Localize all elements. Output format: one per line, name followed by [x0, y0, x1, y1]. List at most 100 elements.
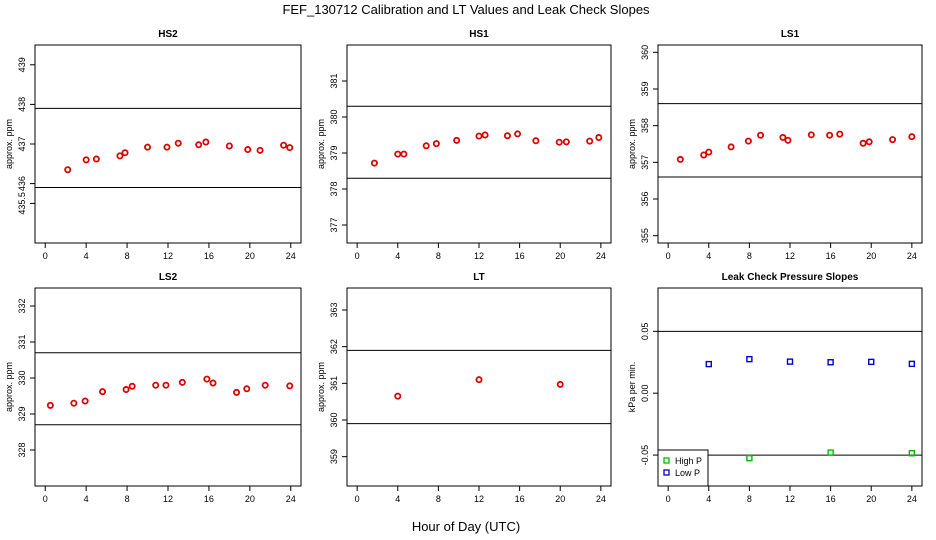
y-tick-label: 379	[329, 145, 339, 160]
data-point	[121, 149, 129, 157]
y-tick-label: 362	[329, 339, 339, 354]
y-tick-label: 329	[17, 406, 27, 421]
data-point	[152, 381, 160, 389]
x-tick-label: 24	[286, 494, 296, 504]
data-point	[827, 449, 834, 456]
y-axis-label: approx. ppm	[627, 119, 637, 169]
data-point	[256, 146, 264, 154]
x-tick-label: 24	[596, 494, 606, 504]
data-point	[116, 152, 124, 160]
x-tick-label: 8	[747, 251, 752, 261]
y-tick-label: 355	[640, 228, 650, 243]
data-point	[64, 166, 72, 174]
y-tick-label: 0.00	[640, 384, 650, 402]
data-point	[475, 132, 483, 140]
x-tick-label: 16	[515, 494, 525, 504]
y-tick-label: 358	[640, 118, 650, 133]
panel-title: Leak Check Pressure Slopes	[722, 272, 859, 283]
y-tick-label: 436	[17, 176, 27, 191]
data-point	[727, 143, 735, 151]
data-point	[705, 148, 713, 156]
data-point	[162, 381, 170, 389]
data-point	[865, 138, 873, 146]
data-point	[144, 143, 152, 151]
x-tick-label: 12	[474, 251, 484, 261]
x-tick-label: 16	[204, 251, 214, 261]
panel-title: LS1	[781, 29, 800, 40]
y-tick-label: -0.05	[640, 445, 650, 466]
x-tick-label: 20	[866, 251, 876, 261]
data-point	[70, 399, 78, 407]
data-point	[827, 359, 834, 366]
panel-1: HS1 0 4 8 12 16 20 24 377 378 379 380 381 approx. ppm	[316, 29, 612, 261]
x-tick-label: 8	[747, 494, 752, 504]
y-tick-label: 359	[329, 449, 339, 464]
y-tick-label: 359	[640, 81, 650, 96]
x-tick-label: 20	[555, 494, 565, 504]
data-point	[286, 382, 294, 390]
y-tick-label: 435.5	[17, 192, 27, 215]
data-point	[422, 142, 430, 150]
y-tick-label: 361	[329, 376, 339, 391]
data-point	[779, 133, 787, 141]
main-title: FEF_130712 Calibration and LT Values and…	[282, 2, 650, 17]
data-point	[163, 143, 171, 151]
panel-title: HS2	[158, 29, 178, 40]
y-tick-label: 381	[329, 73, 339, 88]
y-tick-label: 377	[329, 217, 339, 232]
data-point	[122, 386, 130, 394]
x-tick-label: 0	[43, 251, 48, 261]
x-tick-label: 12	[474, 494, 484, 504]
data-point	[908, 133, 916, 141]
data-point	[243, 385, 251, 393]
plot-frame	[346, 44, 612, 244]
x-tick-label: 20	[866, 494, 876, 504]
legend-label: High P	[675, 456, 702, 466]
data-point	[786, 358, 794, 365]
data-point	[453, 136, 461, 144]
data-point	[475, 376, 483, 384]
panel-title: LT	[473, 272, 484, 283]
x-tick-label: 16	[826, 251, 836, 261]
data-point	[676, 155, 684, 163]
plot-frame	[657, 44, 923, 244]
y-tick-label: 332	[17, 298, 27, 313]
y-tick-label: 356	[640, 191, 650, 206]
panel-2: LS1 0 4 8 12 16 20 24 355 356 357 358 359 360 approx. …	[627, 29, 923, 261]
data-point	[784, 136, 792, 144]
data-point	[705, 360, 712, 368]
data-point	[481, 131, 489, 139]
data-point	[174, 139, 182, 147]
data-point	[532, 137, 540, 145]
x-tick-label: 8	[125, 494, 130, 504]
data-point	[370, 159, 378, 167]
x-tick-label: 12	[163, 494, 173, 504]
x-tick-label: 16	[515, 251, 525, 261]
data-point	[889, 136, 897, 144]
data-point	[555, 138, 563, 146]
y-tick-label: 380	[329, 109, 339, 124]
panel-title: HS1	[469, 29, 489, 40]
x-tick-label: 24	[596, 251, 606, 261]
data-point	[46, 401, 54, 409]
x-tick-label: 0	[666, 251, 671, 261]
data-point	[562, 138, 570, 146]
data-point	[82, 156, 90, 164]
data-point	[244, 146, 252, 154]
x-tick-label: 4	[84, 251, 89, 261]
x-axis-label: Hour of Day (UTC)	[412, 519, 520, 534]
x-tick-label: 20	[555, 251, 565, 261]
y-tick-label: 331	[17, 334, 27, 349]
data-point	[868, 358, 875, 366]
data-point	[859, 139, 867, 147]
data-point	[225, 142, 233, 150]
x-tick-label: 0	[43, 494, 48, 504]
x-tick-label: 0	[666, 494, 671, 504]
x-tick-label: 12	[785, 494, 795, 504]
legend-label: Low P	[675, 468, 700, 478]
y-tick-label: 363	[329, 302, 339, 317]
data-point	[92, 155, 100, 163]
y-tick-label: 438	[17, 97, 27, 112]
y-tick-label: 439	[17, 57, 27, 72]
